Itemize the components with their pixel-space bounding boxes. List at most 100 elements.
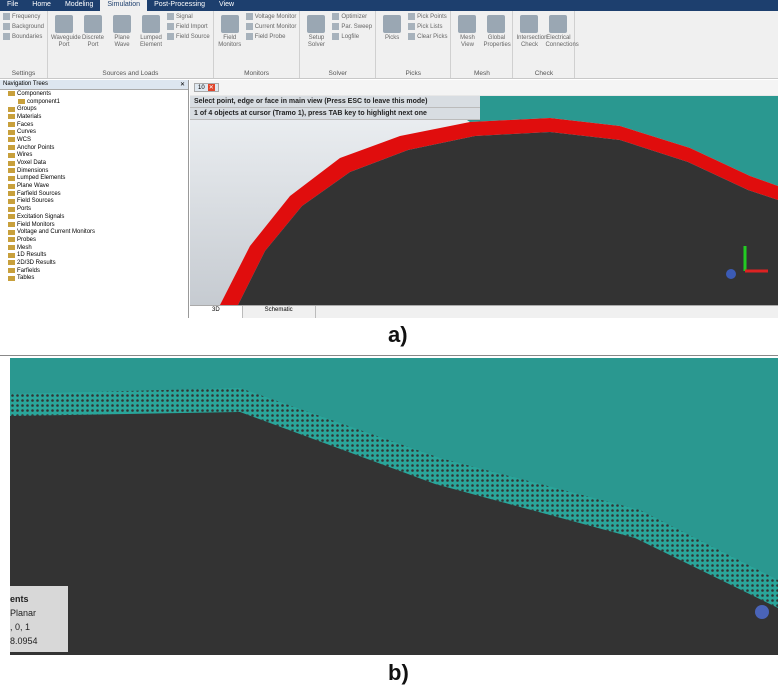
group-label: Solver xyxy=(300,70,375,77)
view-tab[interactable]: 10✕ xyxy=(194,83,219,92)
small-button[interactable]: Pick Points xyxy=(408,13,447,20)
view-bottom-tab[interactable]: 3D xyxy=(190,306,243,318)
small-button[interactable]: Current Monitor xyxy=(246,23,297,30)
tree-item[interactable]: Mesh xyxy=(0,244,188,252)
tree-item[interactable]: Components xyxy=(0,90,188,98)
tree-label: Components xyxy=(17,91,51,97)
scene-a xyxy=(190,96,778,305)
small-button[interactable]: Signal xyxy=(167,13,210,20)
ribbon-tab[interactable]: View xyxy=(212,0,241,11)
large-button[interactable]: Mesh View xyxy=(454,13,480,49)
tree-item[interactable]: Dimensions xyxy=(0,167,188,175)
button-icon xyxy=(549,15,567,33)
small-button[interactable]: Frequency xyxy=(3,13,44,20)
tree-item[interactable]: 1D Results xyxy=(0,251,188,259)
tree-item[interactable]: Voltage and Current Monitors xyxy=(0,228,188,236)
ribbon-tab[interactable]: Home xyxy=(25,0,58,11)
tree-icon xyxy=(8,207,15,212)
tree-icon xyxy=(8,153,15,158)
tree-title: Navigation Trees xyxy=(3,81,48,88)
button-icon xyxy=(221,15,239,33)
tree-item[interactable]: Ports xyxy=(0,205,188,213)
tree-item[interactable]: Voxel Data xyxy=(0,159,188,167)
tree-item[interactable]: Groups xyxy=(0,105,188,113)
small-button[interactable]: Field Source xyxy=(167,33,210,40)
tree-item[interactable]: Lumped Elements xyxy=(0,175,188,183)
ribbon-tab[interactable]: Simulation xyxy=(100,0,147,11)
tree-label: Tables xyxy=(17,275,34,281)
ribbon-tab[interactable]: Modeling xyxy=(58,0,100,11)
button-label: Global Properties xyxy=(483,35,510,48)
tree-item[interactable]: Anchor Points xyxy=(0,144,188,152)
large-button[interactable]: Electrical Connections xyxy=(545,13,571,49)
ribbon-tab[interactable]: File xyxy=(0,0,25,11)
view-bottom-tab[interactable]: Schematic xyxy=(243,306,316,318)
small-button[interactable]: Logfile xyxy=(332,33,372,40)
button-icon xyxy=(167,13,174,20)
tree-icon xyxy=(18,99,25,104)
close-icon[interactable]: ✕ xyxy=(180,81,185,88)
small-button[interactable]: Background xyxy=(3,23,44,30)
button-label: Optimizer xyxy=(341,14,367,20)
tree-label: 2D/3D Results xyxy=(17,260,56,266)
tree-item[interactable]: Probes xyxy=(0,236,188,244)
small-button[interactable]: Clear Picks xyxy=(408,33,447,40)
large-button[interactable]: Intersection Check xyxy=(516,13,542,49)
tree-item[interactable]: Tables xyxy=(0,275,188,283)
tree-item[interactable]: Farfields xyxy=(0,267,188,275)
small-button[interactable]: Pick Lists xyxy=(408,23,447,30)
large-button[interactable]: Picks xyxy=(379,13,405,42)
button-icon xyxy=(487,15,505,33)
tree-item[interactable]: Field Sources xyxy=(0,198,188,206)
ribbon-tab[interactable]: Post-Processing xyxy=(147,0,212,11)
tree-label: 1D Results xyxy=(17,252,46,258)
tree-label: Field Sources xyxy=(17,198,54,204)
tree-item[interactable]: Wires xyxy=(0,152,188,160)
button-label: Picks xyxy=(385,35,399,41)
button-icon xyxy=(332,13,339,20)
large-button[interactable]: Discrete Port xyxy=(80,13,106,49)
large-button[interactable]: Plane Wave xyxy=(109,13,135,49)
group-label: Monitors xyxy=(214,70,300,77)
tree-item[interactable]: component1 xyxy=(0,98,188,106)
group-label: Check xyxy=(513,70,574,77)
button-column: Signal Field Import Field Source xyxy=(167,13,210,66)
tree-icon xyxy=(8,137,15,142)
tree-icon xyxy=(8,130,15,135)
small-button[interactable]: Field Probe xyxy=(246,33,297,40)
button-column: Voltage Monitor Current Monitor Field Prob… xyxy=(246,13,297,66)
button-icon xyxy=(142,15,160,33)
group-label: Picks xyxy=(376,70,450,77)
tree-item[interactable]: Faces xyxy=(0,121,188,129)
small-button[interactable]: Field Import xyxy=(167,23,210,30)
tree-item[interactable]: Materials xyxy=(0,113,188,121)
small-button[interactable]: Boundaries xyxy=(3,33,44,40)
small-button[interactable]: Voltage Monitor xyxy=(246,13,297,20)
button-label: Background xyxy=(12,24,44,30)
panel-label: b) xyxy=(388,660,409,686)
small-button[interactable]: Optimizer xyxy=(332,13,372,20)
tree-icon xyxy=(8,107,15,112)
large-button[interactable]: Lumped Element xyxy=(138,13,164,49)
tree-item[interactable]: 2D/3D Results xyxy=(0,259,188,267)
button-column: Mesh View xyxy=(454,13,480,66)
large-button[interactable]: Global Properties xyxy=(483,13,509,49)
large-button[interactable]: Waveguide Port xyxy=(51,13,77,49)
large-button[interactable]: Field Monitors xyxy=(217,13,243,49)
tree-item[interactable]: Plane Wave xyxy=(0,182,188,190)
tree-item[interactable]: Field Monitors xyxy=(0,221,188,229)
button-icon xyxy=(3,13,10,20)
tree-item[interactable]: Excitation Signals xyxy=(0,213,188,221)
tree-icon xyxy=(8,199,15,204)
small-button[interactable]: Par. Sweep xyxy=(332,23,372,30)
tab-close[interactable]: ✕ xyxy=(208,84,215,91)
tree-item[interactable]: WCS xyxy=(0,136,188,144)
tree-item[interactable]: Farfield Sources xyxy=(0,190,188,198)
tree-item[interactable]: Curves xyxy=(0,128,188,136)
tree-icon xyxy=(8,91,15,96)
large-button[interactable]: Setup Solver xyxy=(303,13,329,49)
button-label: Signal xyxy=(176,14,193,20)
